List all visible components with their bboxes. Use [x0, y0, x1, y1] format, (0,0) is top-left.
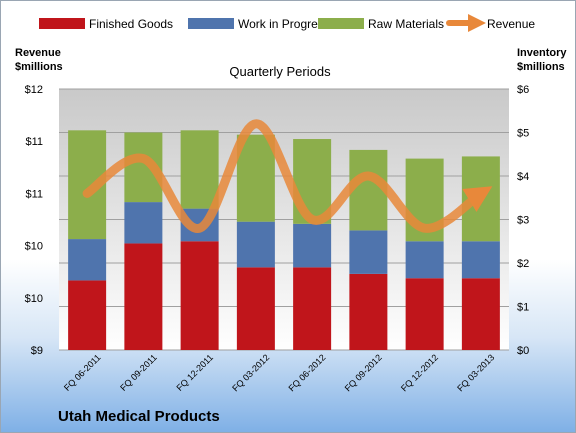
right-tick-label: $6 [517, 84, 529, 96]
legend-item: Revenue [446, 14, 535, 32]
right-tick-label: $2 [517, 258, 529, 270]
left-tick-label: $9 [31, 345, 43, 357]
left-tick-label: $10 [25, 293, 43, 305]
bar-finished-goods [236, 267, 275, 350]
bar-work-in-progress [349, 230, 388, 274]
bar-finished-goods [293, 267, 332, 350]
x-tick-label: FQ 03-2013 [455, 352, 496, 393]
legend-item: Finished Goods [39, 17, 173, 31]
bar-finished-goods [349, 273, 388, 350]
bar-work-in-progress [236, 221, 275, 268]
right-axis-title-line1: Inventory [517, 47, 567, 59]
left-tick-label: $11 [25, 188, 43, 200]
bar-raw-materials [180, 130, 219, 209]
x-tick-label: FQ 09-2012 [343, 352, 384, 393]
bar-work-in-progress [293, 223, 332, 268]
legend-swatch [39, 18, 85, 29]
bar-work-in-progress [68, 239, 107, 281]
left-tick-label: $10 [25, 241, 43, 253]
bar-raw-materials [236, 134, 275, 222]
left-axis-ticks: $12 $11 $11 $10 $10 $9 [25, 84, 43, 357]
x-tick-label: FQ 12-2012 [399, 352, 440, 393]
right-axis-title-line2: $millions [517, 61, 565, 73]
left-tick-label: $12 [25, 84, 43, 96]
right-axis-ticks: $6 $5 $4 $3 $2 $1 $0 [517, 84, 529, 357]
right-tick-label: $5 [517, 128, 529, 140]
x-tick-label: FQ 06-2011 [62, 352, 103, 393]
legend-swatch [188, 18, 234, 29]
right-tick-label: $1 [517, 302, 529, 314]
legend-label: Finished Goods [89, 17, 173, 31]
right-tick-label: $3 [517, 215, 529, 227]
left-axis-title-line2: $millions [15, 61, 63, 73]
chart-subtitle: Quarterly Periods [229, 64, 331, 79]
bar-finished-goods [180, 241, 219, 350]
bar-finished-goods [68, 280, 107, 350]
legend-label: Revenue [487, 17, 535, 31]
x-tick-label: FQ 09-2011 [118, 352, 159, 393]
bar-work-in-progress [124, 202, 163, 244]
bar-work-in-progress [461, 241, 500, 279]
legend-label: Work in Progress [238, 17, 330, 31]
bar-finished-goods [124, 243, 163, 350]
bar-finished-goods [405, 278, 444, 350]
left-axis-title-line1: Revenue [15, 47, 61, 59]
x-axis-ticks: FQ 06-2011 FQ 09-2011 FQ 12-2011 FQ 03-2012… [62, 352, 496, 393]
bar-finished-goods [461, 278, 500, 350]
legend-item: Work in Progress [188, 17, 330, 31]
legend-label: Raw Materials [368, 17, 444, 31]
bar-work-in-progress [405, 241, 444, 279]
x-tick-label: FQ 03-2012 [230, 352, 271, 393]
x-tick-label: FQ 06-2012 [287, 352, 328, 393]
legend-swatch [318, 18, 364, 29]
legend: Finished Goods Work in Progress Raw Materi… [39, 14, 535, 32]
right-tick-label: $4 [517, 171, 529, 183]
x-tick-label: FQ 12-2011 [174, 352, 215, 393]
bars [68, 130, 500, 350]
right-tick-label: $0 [517, 345, 529, 357]
left-tick-label: $11 [25, 136, 43, 148]
bar-raw-materials [349, 149, 388, 231]
legend-item: Raw Materials [318, 17, 444, 31]
revenue-line [82, 119, 493, 233]
company-name: Utah Medical Products [58, 408, 220, 425]
